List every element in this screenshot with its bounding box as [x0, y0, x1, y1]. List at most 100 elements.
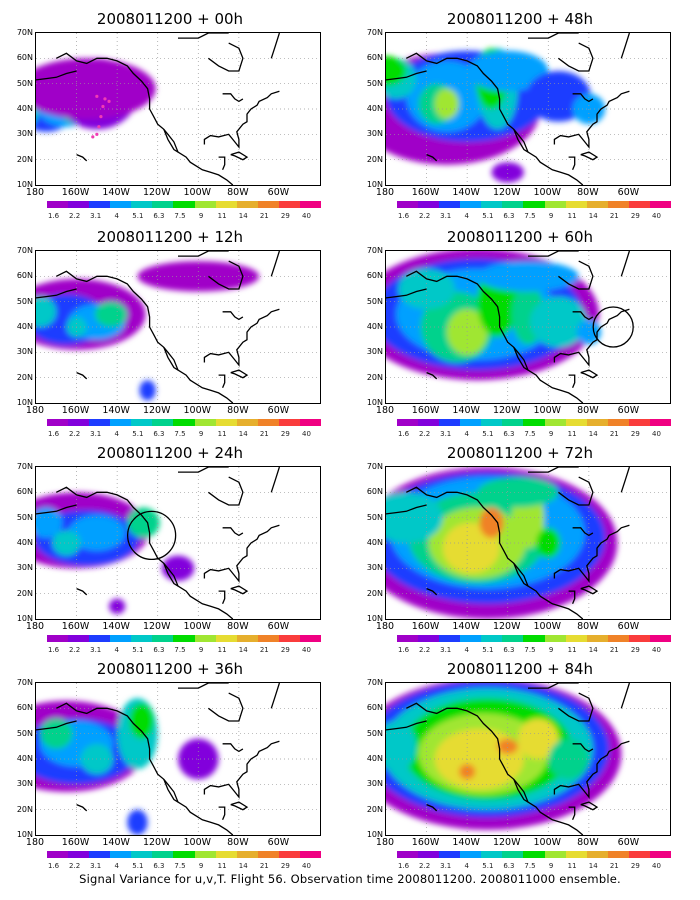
lon-tick-label: 120W [142, 621, 171, 632]
coastline [178, 467, 229, 473]
lat-tick-label: 40N [16, 754, 33, 763]
variance-contour [530, 296, 587, 348]
coastline [406, 52, 584, 185]
lon-tick-label: 180 [25, 837, 45, 848]
lon-tick-label: 120W [142, 405, 171, 416]
lat-tick-label: 10N [366, 830, 383, 839]
colorbar-swatch [236, 419, 258, 426]
coastline [513, 129, 529, 153]
colorbar-swatch [649, 201, 672, 208]
colorbar-swatch [299, 419, 322, 426]
colorbar-label: 2.2 [69, 862, 81, 870]
lat-tick-label: 70N [16, 678, 33, 687]
coastline [218, 374, 226, 389]
coastline [230, 801, 249, 811]
coastline [553, 524, 630, 583]
colorbar-swatch [47, 419, 69, 426]
colorbar-label: 5.1 [482, 862, 494, 870]
colorbar-label: 1.6 [47, 430, 60, 438]
coastline [163, 347, 179, 371]
lon-tick-label: 60W [617, 621, 640, 632]
colorbar-swatch [439, 851, 461, 858]
lon-tick-label: 60W [617, 405, 640, 416]
colorbar-swatch [299, 201, 322, 208]
map-panel: 2008011200 + 24h 70N 60N 50N 40N 30N 20N 10N 180… [5, 444, 335, 660]
coastline [203, 308, 280, 367]
colorbar-label: 11 [567, 862, 577, 870]
colorbar-swatch [523, 201, 545, 208]
colorbar-swatch [397, 851, 419, 858]
colorbar-swatch [278, 419, 300, 426]
colorbar-label: 29 [280, 646, 290, 654]
coastline [56, 270, 234, 403]
lat-tick-label: 20N [16, 372, 33, 382]
colorbar-label: 40 [651, 862, 661, 870]
variance-contour [477, 261, 579, 292]
colorbar-swatch [418, 851, 440, 858]
lon-tick-label: 120W [492, 405, 521, 416]
lon-tick-label: 100W [183, 621, 212, 632]
coastline [528, 251, 579, 257]
variance-contour [434, 88, 460, 120]
colorbar-label: 6.3 [503, 430, 515, 438]
colorbar-swatch [131, 851, 153, 858]
colorbar-label: 9 [198, 212, 204, 220]
panel-title: 2008011200 + 24h [96, 444, 244, 462]
lon-tick-label: 180 [25, 187, 45, 198]
coastline [553, 308, 630, 367]
lon-tick-label: 160W [61, 837, 90, 848]
colorbar-swatch [215, 201, 237, 208]
colorbar-swatch [460, 851, 482, 858]
colorbar-label: 6.3 [153, 212, 165, 220]
lon-tick-label: 180 [25, 405, 45, 416]
coastline [386, 288, 427, 299]
colorbar-swatch [481, 201, 503, 208]
panel-title: 2008011200 + 48h [446, 10, 594, 28]
colorbar [397, 419, 672, 426]
lon-tick-label: 100W [533, 837, 562, 848]
colorbar-label: 7.5 [174, 430, 186, 438]
variance-contour [36, 507, 63, 538]
colorbar-label: 11 [567, 646, 577, 654]
colorbar-swatch [194, 419, 216, 426]
lat-tick-label: 30N [16, 347, 33, 357]
coastline [163, 563, 179, 587]
map-panel: 2008011200 + 12h 70N 60N 50N 40N 30N 20N 10N 180… [5, 228, 335, 444]
colorbar-swatch [299, 635, 322, 642]
colorbar-label: 7.5 [174, 862, 186, 870]
colorbar-swatch [565, 419, 587, 426]
colorbar-label: 5.1 [482, 646, 494, 654]
lat-tick-label: 30N [16, 563, 33, 573]
coastline [218, 590, 226, 605]
coastline [56, 52, 234, 185]
lat-tick-label: 70N [366, 678, 383, 687]
coastline [230, 585, 249, 595]
lat-tick-label: 40N [16, 104, 33, 113]
coastline [163, 779, 179, 803]
coastline [580, 369, 599, 379]
colorbar-swatch [565, 635, 587, 642]
colorbar-swatch [544, 851, 566, 858]
colorbar-label: 9 [548, 430, 554, 438]
colorbar-label: 21 [259, 430, 269, 438]
colorbar-swatch [418, 635, 440, 642]
map-area [385, 32, 671, 186]
colorbar-label: 9 [548, 646, 554, 654]
colorbar-label: 40 [651, 430, 661, 438]
coastline [558, 260, 594, 290]
lon-tick-label: 100W [533, 621, 562, 632]
colorbar-swatch [544, 419, 566, 426]
colorbar-label: 14 [588, 212, 598, 220]
lon-tick-label: 160W [61, 187, 90, 198]
colorbar-label: 7.5 [174, 212, 186, 220]
lat-tick-label: 40N [16, 538, 33, 547]
colorbar-swatch [523, 635, 545, 642]
lat-tick-label: 60N [366, 53, 383, 63]
coastline [222, 93, 244, 103]
colorbar-swatch [523, 419, 545, 426]
map-area [35, 32, 321, 186]
colorbar-swatch [586, 419, 608, 426]
colorbar-label: 29 [630, 430, 640, 438]
colorbar-label: 29 [280, 862, 290, 870]
map-panel: 2008011200 + 60h 70N 60N 50N 40N 30N 20N 10N 180… [355, 228, 685, 444]
